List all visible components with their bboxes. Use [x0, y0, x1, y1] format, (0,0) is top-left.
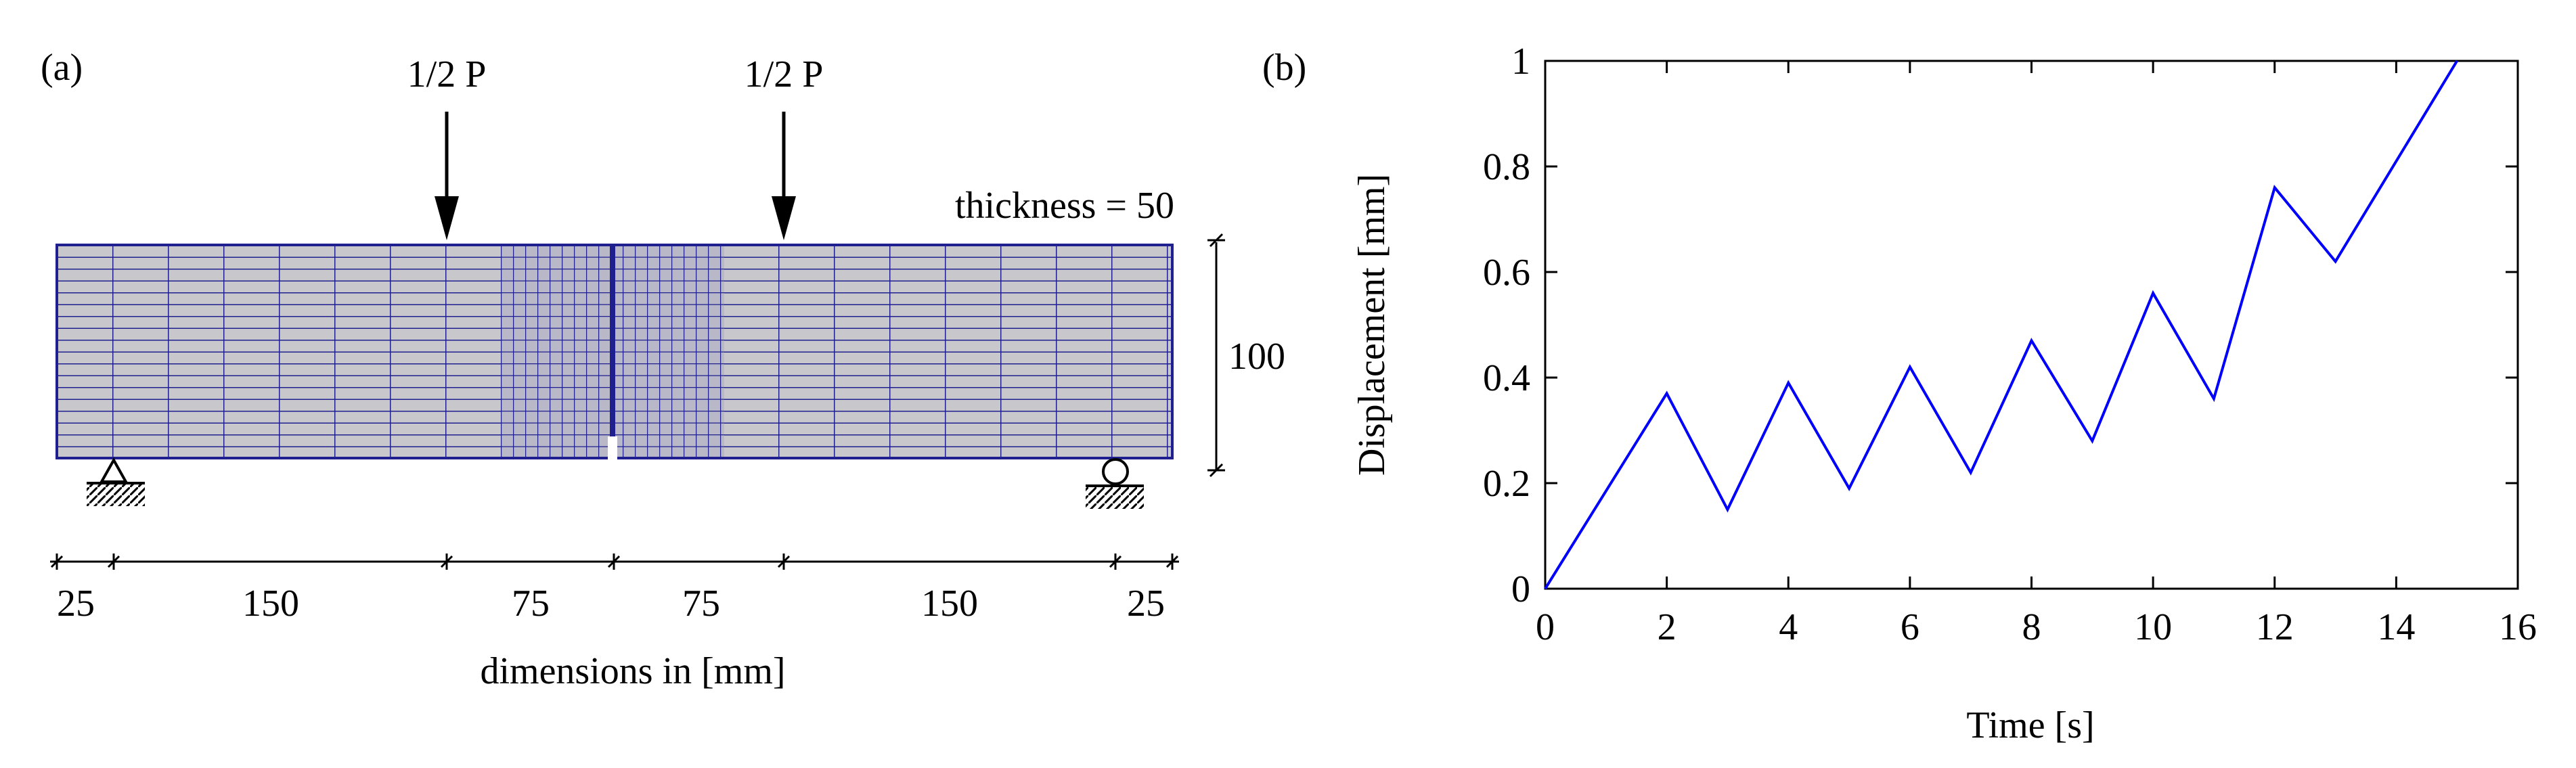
dim-label-6: 25 — [1127, 583, 1165, 625]
plot-frame — [1544, 60, 2519, 590]
x-tick-label: 16 — [2499, 606, 2537, 648]
y-tick-label: 1 — [1511, 41, 1530, 83]
panel-b: (b) 0 2 4 6 8 10 12 14 16 0 0.2 0.4 0.6 0.8 1 Time [s… — [1262, 41, 2537, 746]
panel-a: (a) 1/2 P 1/2 P thickness = 50 — [41, 47, 1285, 692]
height-dimension: 100 — [1207, 233, 1285, 478]
series-line-displacement — [1544, 60, 2458, 590]
y-tick-label: 0.8 — [1483, 146, 1530, 188]
y-tick-label: 0.4 — [1483, 357, 1530, 399]
height-label: 100 — [1228, 336, 1285, 378]
x-axis-label: Time [s] — [1966, 704, 2094, 746]
panel-b-label: (b) — [1262, 47, 1306, 89]
dim-label-4: 75 — [682, 583, 720, 625]
dim-label-1: 25 — [57, 583, 95, 625]
load-arrow-left: 1/2 P — [407, 53, 487, 240]
x-tick-label: 0 — [1536, 606, 1555, 648]
support-pin — [87, 457, 145, 506]
load-right-label: 1/2 P — [745, 53, 824, 95]
notch — [608, 436, 617, 459]
support-roller — [1086, 458, 1144, 509]
dim-label-5: 150 — [921, 583, 978, 625]
y-axis-label: Displacement [mm] — [1351, 174, 1393, 476]
y-tick-label: 0.6 — [1483, 252, 1530, 294]
mesh-left — [57, 245, 501, 458]
y-tick-label: 0.2 — [1483, 463, 1530, 505]
x-tick-label: 14 — [2377, 606, 2415, 648]
dim-label-3: 75 — [512, 583, 550, 625]
x-tick-label: 10 — [2134, 606, 2172, 648]
dim-label-2: 150 — [242, 583, 299, 625]
y-axis: 0 0.2 0.4 0.6 0.8 1 — [1483, 41, 2518, 610]
x-tick-label: 8 — [2022, 606, 2041, 648]
panel-a-label: (a) — [41, 47, 83, 89]
y-tick-label: 0 — [1511, 568, 1530, 610]
mesh-right — [724, 245, 1172, 458]
dims-caption: dimensions in [mm] — [480, 650, 785, 692]
load-arrow-right: 1/2 P — [745, 53, 824, 240]
x-tick-label: 12 — [2256, 606, 2294, 648]
x-tick-label: 6 — [1901, 606, 1919, 648]
thickness-label: thickness = 50 — [955, 185, 1174, 227]
x-tick-label: 2 — [1658, 606, 1676, 648]
span-dimension: 25 150 75 75 150 25 dimensions in [mm] — [50, 554, 1179, 692]
beam-mesh — [55, 244, 1174, 459]
load-left-label: 1/2 P — [407, 53, 487, 95]
x-axis: 0 2 4 6 8 10 12 14 16 — [1536, 61, 2537, 648]
x-tick-label: 4 — [1779, 606, 1798, 648]
